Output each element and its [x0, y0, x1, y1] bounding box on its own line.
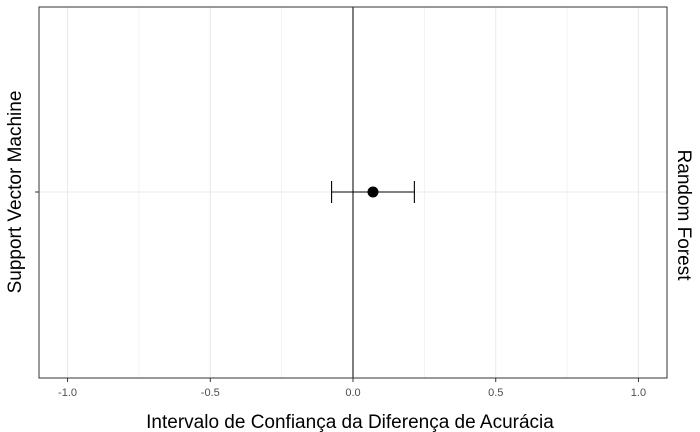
x-tick-label: 0.5: [488, 387, 503, 399]
y-axis-title-left: Support Vector Machine: [5, 91, 26, 294]
estimate-point: [367, 186, 379, 198]
x-axis-ticks: -1.0 -0.5 0.0 0.5 1.0: [35, 191, 646, 399]
x-axis-title: Intervalo de Confiança da Diferença de A…: [146, 412, 554, 432]
x-tick-label: 0.0: [345, 387, 360, 399]
x-tick-label: -0.5: [201, 387, 220, 399]
y-axis-title-right: Random Forest: [673, 150, 694, 282]
marks-layer: [331, 181, 415, 203]
x-tick-label: -1.0: [58, 387, 77, 399]
x-tick-label: 1.0: [631, 387, 646, 399]
